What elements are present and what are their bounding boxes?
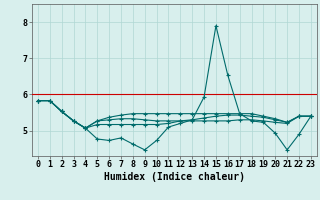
- X-axis label: Humidex (Indice chaleur): Humidex (Indice chaleur): [104, 172, 245, 182]
